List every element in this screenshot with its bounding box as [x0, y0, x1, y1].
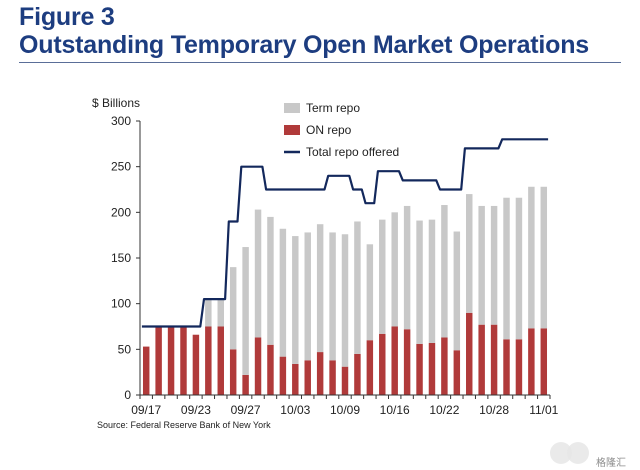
- x-tick-label: 10/22: [429, 403, 459, 417]
- x-tick-label: 11/01: [529, 403, 558, 417]
- bar-on-repo: [155, 326, 162, 395]
- bar-on-repo: [329, 360, 336, 395]
- bar-on-repo: [478, 324, 485, 395]
- watermark-logo: [550, 442, 589, 464]
- bar-term-repo: [379, 219, 386, 334]
- figure-header: Figure 3 Outstanding Temporary Open Mark…: [19, 3, 589, 59]
- axes-layer: 0 50 100 150 200 250 300 09/17 09/23 09/27 10/03 10…: [92, 96, 559, 417]
- watermark-text: 格隆汇: [596, 458, 626, 469]
- bar-on-repo: [217, 326, 224, 395]
- total-repo-offered-line: [141, 138, 549, 328]
- bars-layer: [142, 186, 548, 395]
- legend-label: Term repo: [306, 101, 360, 115]
- bar-term-repo: [528, 186, 535, 329]
- x-tick-label: 10/16: [380, 403, 410, 417]
- legend-label: ON repo: [306, 123, 352, 137]
- bar-on-repo: [441, 337, 448, 395]
- figure-label: Figure 3: [19, 3, 115, 31]
- bar-term-repo: [242, 247, 249, 375]
- bar-on-repo: [292, 363, 299, 395]
- bar-on-repo: [205, 326, 212, 395]
- bar-term-repo: [254, 209, 262, 338]
- bar-term-repo: [205, 299, 212, 327]
- bar-on-repo: [341, 366, 349, 395]
- bar-on-repo: [304, 360, 311, 395]
- bar-term-repo: [304, 232, 311, 361]
- legend: Term repo ON repo Total repo offered: [284, 101, 399, 159]
- bar-term-repo: [540, 186, 548, 329]
- bar-on-repo: [490, 324, 498, 395]
- bar-term-repo: [316, 224, 324, 353]
- y-tick-label: 250: [111, 160, 131, 174]
- y-tick-label: 200: [111, 205, 131, 219]
- line-layer: [141, 138, 549, 328]
- bar-on-repo: [316, 352, 324, 395]
- bar-term-repo: [391, 212, 398, 327]
- x-tick-label: 09/23: [181, 403, 211, 417]
- bar-on-repo: [466, 312, 473, 395]
- bar-term-repo: [329, 232, 336, 361]
- bar-term-repo: [416, 220, 423, 344]
- y-tick-label: 100: [111, 297, 131, 311]
- bar-term-repo: [428, 219, 436, 343]
- bar-on-repo: [503, 339, 510, 395]
- bar-on-repo: [180, 326, 187, 395]
- bar-term-repo: [267, 216, 274, 345]
- legend-swatch: [284, 125, 300, 135]
- x-tick-label: 10/28: [479, 403, 509, 417]
- bar-on-repo: [366, 340, 374, 395]
- legend-label: Total repo offered: [306, 145, 399, 159]
- bar-term-repo: [466, 194, 473, 313]
- bar-term-repo: [490, 205, 498, 325]
- bar-on-repo: [391, 326, 398, 395]
- bar-on-repo: [528, 328, 535, 395]
- bar-on-repo: [416, 343, 423, 395]
- bar-on-repo: [354, 353, 361, 395]
- x-tick-label: 09/17: [131, 403, 161, 417]
- x-tick-label: 10/03: [280, 403, 310, 417]
- figure-title: Outstanding Temporary Open Market Operat…: [19, 31, 589, 59]
- bar-term-repo: [478, 205, 485, 325]
- bar-on-repo: [279, 356, 287, 395]
- x-tick-label: 10/09: [330, 403, 360, 417]
- bar-on-repo: [267, 344, 274, 395]
- y-tick-label: 0: [124, 388, 131, 402]
- bar-on-repo: [428, 342, 436, 395]
- bar-term-repo: [441, 205, 448, 338]
- bar-on-repo: [403, 329, 411, 395]
- y-tick-label: 150: [111, 251, 131, 265]
- bar-on-repo: [229, 349, 237, 395]
- bar-term-repo: [292, 236, 299, 364]
- source-note: Source: Federal Reserve Bank of New York: [97, 420, 271, 430]
- bar-on-repo: [142, 346, 150, 395]
- bar-on-repo: [254, 337, 262, 395]
- bar-term-repo: [503, 197, 510, 340]
- legend-swatch: [284, 103, 300, 113]
- bar-on-repo: [242, 374, 249, 395]
- header-divider: [19, 62, 621, 63]
- bar-on-repo: [453, 350, 461, 395]
- y-tick-label: 300: [111, 114, 131, 128]
- bar-term-repo: [354, 221, 361, 354]
- bar-term-repo: [279, 228, 287, 357]
- bar-on-repo: [379, 333, 386, 395]
- bar-term-repo: [217, 299, 224, 327]
- y-tick-label: 50: [118, 342, 132, 356]
- bar-on-repo: [540, 328, 548, 395]
- bar-on-repo: [192, 334, 200, 395]
- y-unit-label: $ Billions: [92, 96, 140, 110]
- x-tick-label: 09/27: [231, 403, 261, 417]
- bar-term-repo: [366, 244, 374, 341]
- bar-on-repo: [167, 326, 175, 395]
- bar-on-repo: [515, 339, 523, 395]
- bar-term-repo: [403, 205, 411, 330]
- bar-term-repo: [515, 197, 523, 340]
- bar-term-repo: [229, 267, 237, 350]
- bar-term-repo: [453, 231, 461, 351]
- bar-term-repo: [341, 234, 349, 367]
